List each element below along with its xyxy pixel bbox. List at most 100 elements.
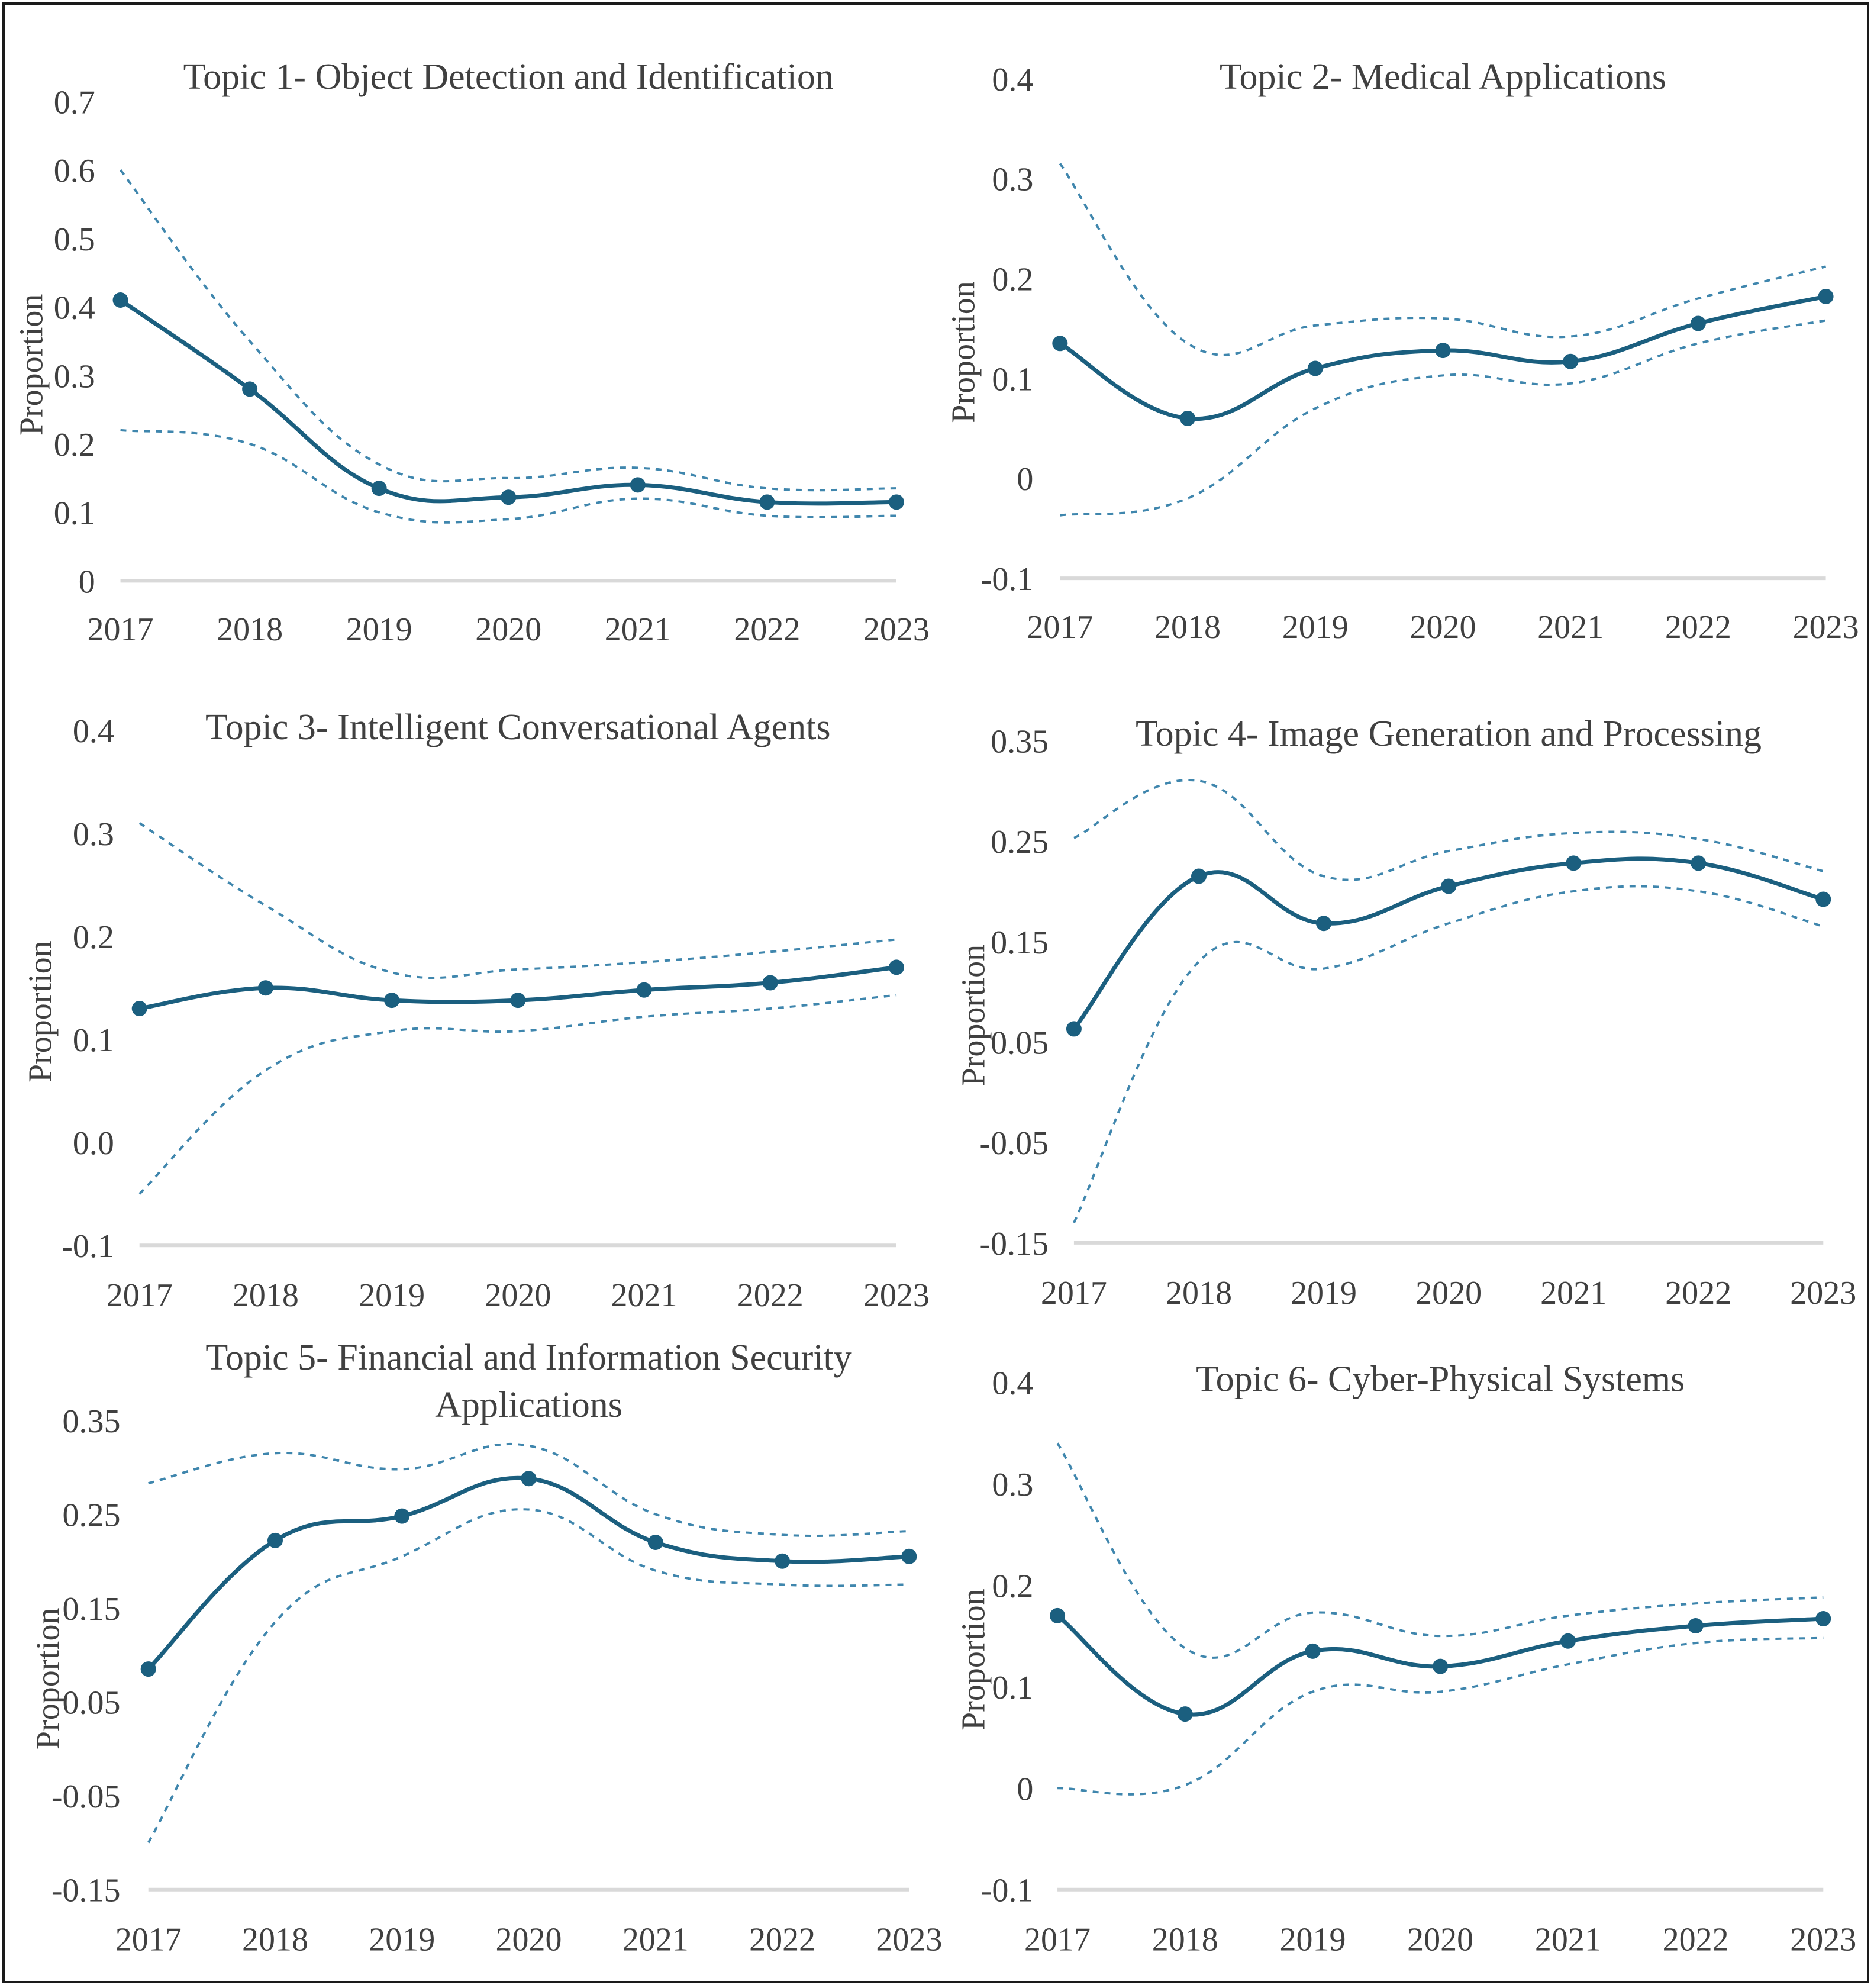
y-tick-label: -0.05 (51, 1778, 121, 1815)
y-tick-label: 0.3 (992, 162, 1033, 198)
x-tick-label: 2023 (1793, 609, 1859, 646)
y-tick-label: 0.4 (54, 290, 95, 327)
data-point (762, 975, 778, 991)
data-point (1180, 410, 1196, 426)
y-axis-label: Proportion (956, 1589, 992, 1731)
chart-panel-topic-6: Topic 6- Cyber-Physical Systems Proportio… (956, 1359, 1857, 1958)
x-tick-label: 2020 (475, 611, 541, 648)
x-tick-label: 2022 (1665, 1275, 1731, 1312)
x-tick-label: 2021 (611, 1277, 678, 1314)
data-point (1050, 1607, 1066, 1623)
x-tick-label: 2017 (88, 611, 154, 648)
data-point (131, 1001, 147, 1017)
lower-ci-line (120, 428, 896, 524)
x-tick-label: 2023 (863, 611, 930, 648)
x-tick-label: 2020 (1415, 1275, 1482, 1312)
chart-panel-topic-5: Topic 5- Financial and Information Secur… (30, 1338, 942, 1958)
data-point (112, 292, 128, 308)
x-tick-label: 2020 (496, 1922, 562, 1958)
y-axis-label: Proportion (22, 940, 59, 1082)
data-point (1815, 1611, 1831, 1627)
data-point (1815, 891, 1831, 907)
x-tick-label: 2017 (1024, 1922, 1091, 1958)
x-tick-label: 2021 (605, 611, 671, 648)
data-point (888, 959, 904, 975)
proportion-line (147, 1475, 909, 1671)
data-point (1563, 353, 1579, 369)
data-point (1307, 360, 1323, 376)
chart-title-line: Applications (435, 1385, 622, 1425)
y-tick-label: 0.15 (63, 1591, 121, 1628)
data-point (257, 980, 273, 996)
data-point (501, 489, 517, 505)
chart-panel-topic-1: Topic 1- Object Detection and Identifica… (14, 57, 930, 648)
x-tick-label: 2017 (115, 1922, 182, 1958)
y-tick-label: -0.1 (981, 561, 1034, 598)
x-tick-label: 2021 (1535, 1922, 1601, 1958)
proportion-line (119, 298, 896, 506)
x-tick-label: 2020 (1407, 1922, 1473, 1958)
x-tick-label: 2019 (1279, 1922, 1346, 1958)
chart-title: Topic 3- Intelligent Conversational Agen… (205, 707, 830, 747)
upper-ci-line (148, 1442, 909, 1537)
x-tick-label: 2023 (1790, 1275, 1856, 1312)
y-tick-label: 0.1 (992, 361, 1033, 398)
lower-ci-line (1073, 885, 1824, 1223)
data-point (521, 1471, 537, 1487)
chart-title: Topic 2- Medical Applications (1220, 57, 1666, 97)
x-tick-label: 2022 (1663, 1922, 1729, 1958)
data-point (1566, 855, 1582, 871)
x-tick-label: 2017 (1027, 609, 1093, 646)
data-point (1818, 288, 1834, 304)
x-tick-label: 2021 (622, 1922, 689, 1958)
lower-ci-line (138, 994, 897, 1195)
chart-panel-topic-4: Topic 4- Image Generation and Processing… (956, 714, 1857, 1312)
data-point (1305, 1643, 1321, 1659)
y-tick-label: 0.25 (991, 824, 1049, 861)
data-point (1690, 315, 1706, 331)
x-tick-label: 2023 (1790, 1922, 1856, 1958)
chart-panel-topic-2: Topic 2- Medical Applications Proportion -… (945, 57, 1859, 646)
chart-title: Topic 6- Cyber-Physical Systems (1196, 1359, 1685, 1400)
data-point (1316, 916, 1332, 932)
data-point (140, 1661, 156, 1677)
x-tick-label: 2022 (737, 1277, 804, 1314)
chart-title-line: Topic 5- Financial and Information Secur… (205, 1338, 851, 1378)
y-tick-label: 0.2 (992, 262, 1033, 298)
data-point (1052, 336, 1068, 352)
x-tick-label: 2019 (1282, 609, 1349, 646)
y-axis-label: Proportion (956, 945, 992, 1087)
x-tick-label: 2019 (359, 1277, 425, 1314)
x-tick-label: 2017 (107, 1277, 173, 1314)
y-tick-label: -0.15 (51, 1873, 121, 1909)
y-tick-label: 0.3 (54, 358, 95, 395)
data-point (1441, 878, 1457, 894)
y-axis-label: Proportion (30, 1608, 66, 1750)
y-tick-label: -0.1 (62, 1228, 114, 1265)
data-point (1688, 1618, 1704, 1634)
data-point (371, 481, 387, 497)
y-tick-label: 0.0 (73, 1125, 114, 1162)
y-tick-label: 0.3 (992, 1467, 1033, 1503)
y-tick-label: 0.7 (54, 84, 95, 121)
y-tick-label: 0.1 (54, 495, 95, 532)
y-tick-label: 0.15 (991, 924, 1049, 961)
chart-title: Topic 4- Image Generation and Processing (1136, 714, 1762, 754)
chart-title: Topic 1- Object Detection and Identifica… (183, 57, 834, 97)
y-tick-label: 0.2 (54, 427, 95, 463)
x-tick-label: 2018 (1154, 609, 1221, 646)
x-tick-label: 2023 (863, 1277, 930, 1314)
y-tick-label: 0 (1017, 461, 1033, 498)
y-tick-label: 0.5 (54, 221, 95, 258)
data-point (1066, 1021, 1082, 1037)
x-tick-label: 2020 (485, 1277, 551, 1314)
y-tick-label: 0.4 (992, 62, 1033, 98)
data-point (647, 1535, 663, 1551)
y-tick-label: -0.05 (979, 1125, 1049, 1162)
lower-ci-line (1060, 319, 1826, 517)
y-axis-label: Proportion (14, 294, 50, 436)
x-tick-label: 2019 (346, 611, 412, 648)
data-point (630, 477, 646, 493)
